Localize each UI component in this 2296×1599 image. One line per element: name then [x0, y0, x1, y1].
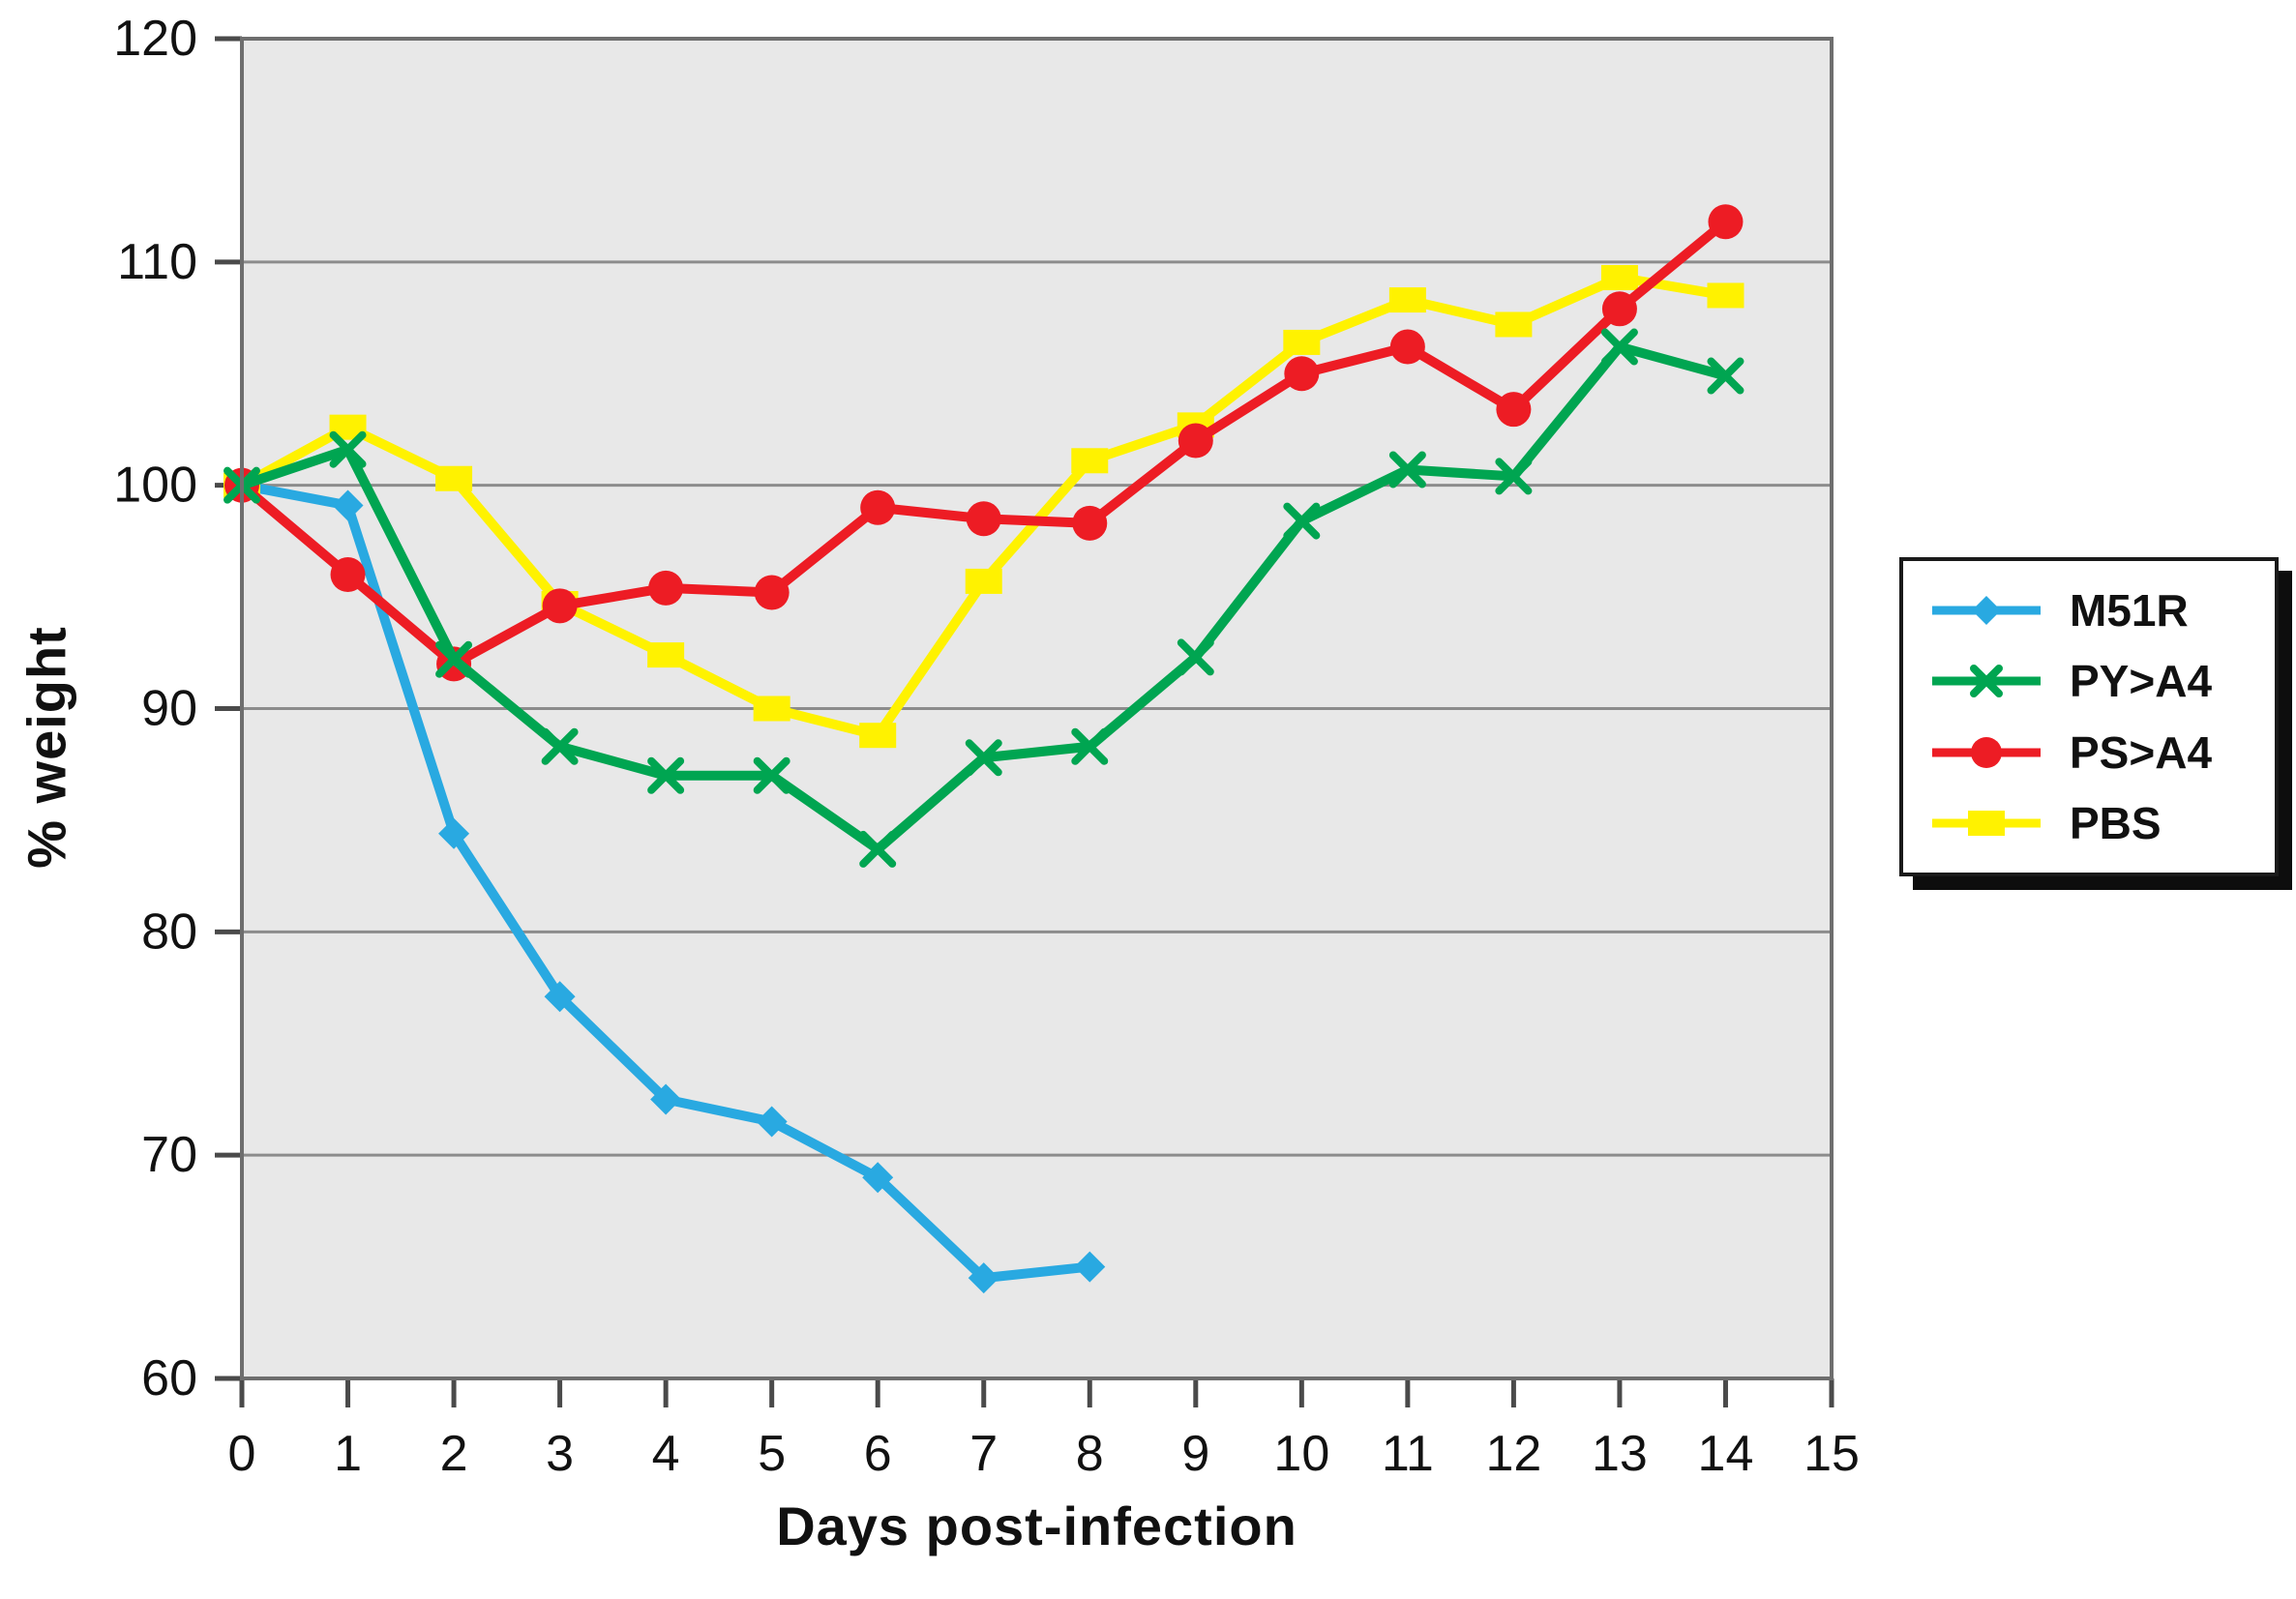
data-point-PBS-day5	[753, 696, 790, 722]
circle-marker-icon	[1971, 736, 2002, 768]
x-tick-label-7: 7	[969, 1426, 998, 1482]
data-point-PS>A4-day10	[1284, 356, 1320, 392]
data-point-PS>A4-day3	[542, 588, 578, 624]
data-point-PBS-day4	[647, 642, 685, 668]
data-point-M51R-day6	[862, 1162, 894, 1194]
py-a4-line-marker-icon	[1932, 665, 2041, 698]
x-tick-label-6: 6	[864, 1426, 892, 1482]
legend-label-ps-a4: PS>A4	[2070, 726, 2213, 778]
data-point-PBS-day12	[1495, 311, 1533, 338]
x-tick-label-0: 0	[228, 1426, 256, 1482]
y-tick-label-100: 100	[113, 458, 197, 514]
x-tick-label-4: 4	[652, 1426, 680, 1482]
x-tick-label-3: 3	[546, 1426, 574, 1482]
x-tick-label-9: 9	[1181, 1426, 1209, 1482]
data-point-PY>A4-day1	[329, 430, 367, 468]
data-point-PS>A4-day8	[1072, 505, 1108, 541]
data-point-PBS-day11	[1388, 287, 1426, 313]
data-point-PY>A4-day8	[1071, 727, 1109, 765]
x-tick-label-10: 10	[1273, 1426, 1329, 1482]
x-tick-label-1: 1	[334, 1426, 362, 1482]
legend-item-py-a4: PY>A4	[1928, 654, 2275, 708]
data-point-PS>A4-day14	[1708, 204, 1744, 240]
pbs-line-marker-icon	[1932, 810, 2041, 836]
data-point-M51R-day7	[968, 1262, 999, 1294]
data-point-PY>A4-day5	[753, 756, 790, 794]
x-tick-label-13: 13	[1592, 1426, 1648, 1482]
legend-item-ps-a4: PS>A4	[1928, 725, 2275, 780]
diamond-marker-icon	[1972, 596, 2001, 626]
x-tick-label-8: 8	[1076, 1426, 1104, 1482]
square-marker-icon	[1968, 810, 2005, 836]
legend-label-pbs: PBS	[2070, 797, 2162, 848]
x-marker-icon	[1970, 665, 2003, 698]
data-point-PBS-day10	[1283, 329, 1321, 355]
data-point-PS>A4-day4	[648, 570, 684, 606]
data-point-PY>A4-day4	[647, 756, 685, 794]
legend-label-m51r: M51R	[2070, 585, 2189, 637]
data-point-PBS-day7	[965, 568, 1002, 594]
y-axis-title: % weight	[15, 626, 77, 869]
data-point-PY>A4-day7	[965, 739, 1002, 777]
x-tick-label-2: 2	[440, 1426, 468, 1482]
plot-frame	[240, 37, 1834, 1380]
data-point-PBS-day6	[859, 723, 897, 749]
data-point-PBS-day2	[435, 465, 473, 491]
data-point-PS>A4-day9	[1178, 423, 1213, 459]
data-point-PY>A4-day2	[435, 640, 473, 678]
data-point-M51R-day4	[650, 1083, 682, 1115]
y-tick-label-110: 110	[117, 234, 197, 290]
data-point-PS>A4-day11	[1389, 329, 1425, 365]
y-tick-label-90: 90	[141, 681, 197, 737]
x-tick-label-11: 11	[1382, 1426, 1434, 1482]
data-point-PS>A4-day1	[330, 557, 366, 592]
data-point-PS>A4-day12	[1496, 392, 1532, 428]
data-point-M51R-day3	[544, 981, 576, 1013]
data-point-M51R-day8	[1074, 1251, 1106, 1283]
y-tick-label-120: 120	[113, 11, 197, 67]
x-tick-label-5: 5	[758, 1426, 786, 1482]
x-axis-title: Days post-infection	[776, 1495, 1297, 1556]
legend-item-pbs: PBS	[1928, 796, 2275, 850]
legend-label-py-a4: PY>A4	[2070, 656, 2213, 707]
data-point-PY>A4-day11	[1388, 451, 1426, 489]
x-tick-label-15: 15	[1804, 1426, 1860, 1482]
data-point-M51R-day1	[332, 489, 364, 521]
data-point-PBS-day14	[1707, 282, 1744, 309]
data-point-PBS-day13	[1600, 264, 1638, 290]
data-point-PS>A4-day5	[754, 575, 790, 610]
data-point-PS>A4-day6	[860, 489, 896, 525]
x-tick-label-12: 12	[1485, 1426, 1541, 1482]
data-point-PY>A4-day6	[859, 830, 897, 868]
data-point-PY>A4-day9	[1177, 638, 1214, 676]
data-point-M51R-day5	[756, 1106, 788, 1138]
ps-a4-line-marker-icon	[1932, 736, 2041, 768]
y-tick-label-60: 60	[141, 1350, 197, 1407]
data-point-PY>A4-day3	[541, 727, 579, 765]
data-point-PS>A4-day7	[966, 501, 1001, 537]
data-point-PY>A4-day13	[1600, 328, 1638, 366]
x-tick-label-14: 14	[1698, 1426, 1754, 1482]
data-point-PY>A4-day12	[1495, 458, 1533, 495]
data-point-PS>A4-day13	[1601, 291, 1637, 327]
y-tick-label-80: 80	[141, 903, 197, 960]
m51r-line-marker-icon	[1932, 596, 2041, 626]
data-point-PY>A4-day14	[1707, 357, 1744, 395]
y-tick-label-70: 70	[141, 1127, 197, 1183]
legend: M51R PY>A4 PS>A4 PBS	[1899, 557, 2279, 876]
data-point-PY>A4-day10	[1283, 502, 1321, 540]
data-point-M51R-day2	[438, 817, 470, 849]
data-point-PBS-day8	[1071, 448, 1109, 474]
legend-item-m51r: M51R	[1928, 583, 2275, 637]
